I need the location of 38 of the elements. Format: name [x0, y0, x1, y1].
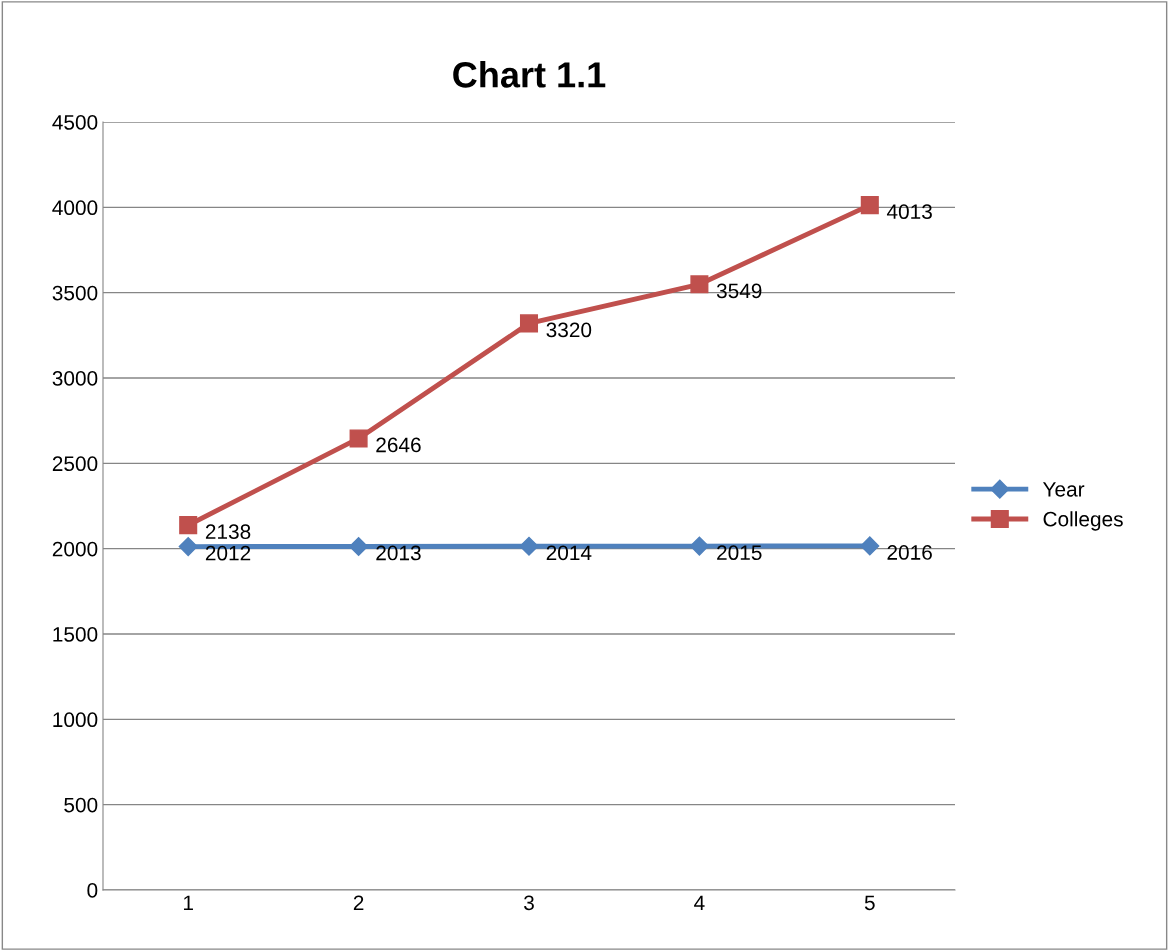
y-tick-label: 3500: [52, 285, 98, 301]
data-label: 3549: [716, 283, 762, 299]
point: [860, 536, 880, 556]
data-label: 2015: [717, 545, 762, 561]
y-tick-label: 500: [64, 797, 98, 813]
point: [689, 536, 709, 556]
point: [349, 429, 368, 448]
point: [179, 516, 198, 535]
point: [349, 536, 369, 556]
data-label: 2013: [376, 545, 421, 561]
chart-title: Chart 1.1: [453, 61, 606, 88]
x-tick-label: 5: [864, 895, 875, 911]
data-label: 2016: [887, 545, 932, 560]
x-tick-label: 2: [353, 895, 364, 910]
data-label: 3320: [546, 322, 592, 338]
point: [519, 536, 539, 556]
x-tick-label: 3: [524, 895, 534, 911]
data-label: 2646: [376, 437, 421, 453]
y-tick-label: 2000: [52, 541, 98, 557]
y-tick-label: 4500: [52, 115, 98, 130]
point: [860, 196, 879, 215]
data-label: 2138: [205, 524, 251, 540]
point: [178, 537, 198, 557]
point: [690, 275, 709, 294]
legend-label: Year: [1042, 482, 1085, 497]
y-tick-label: 4000: [52, 200, 98, 216]
y-tick-label: 2500: [52, 456, 98, 472]
point: [519, 314, 539, 333]
legend-label: Colleges: [1043, 511, 1123, 531]
data-label: 2014: [546, 545, 592, 561]
x-tick-label: 4: [694, 895, 705, 910]
x-tick-label: 1: [184, 895, 193, 910]
y-tick-label: 3000: [52, 371, 98, 386]
y-tick-label: 1500: [53, 627, 98, 642]
y-tick-label: 1000: [53, 712, 98, 728]
y-tick-label: 0: [87, 883, 98, 898]
data-label: 2012: [205, 545, 251, 561]
data-label: 4013: [886, 204, 932, 220]
